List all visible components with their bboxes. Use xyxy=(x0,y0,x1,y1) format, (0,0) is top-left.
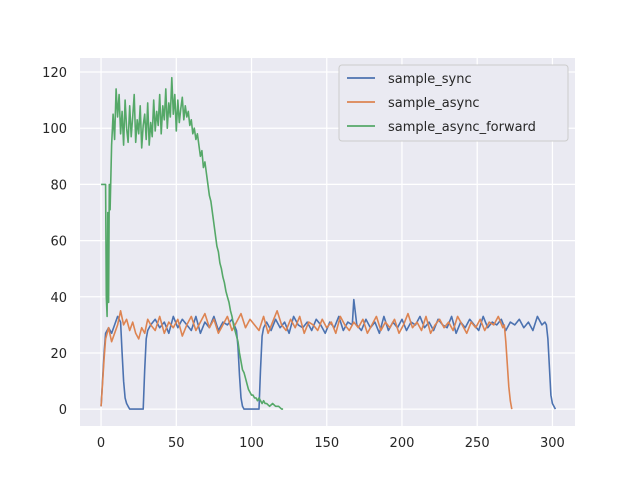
legend-label: sample_async xyxy=(388,96,480,111)
x-tick-label: 100 xyxy=(239,436,264,451)
y-tick-label: 40 xyxy=(50,291,67,306)
x-tick-label: 200 xyxy=(390,436,415,451)
x-tick-label: 300 xyxy=(540,436,565,451)
y-tick-label: 60 xyxy=(50,235,67,250)
series-line-sample-async xyxy=(100,309,513,410)
y-tick-label: 20 xyxy=(50,347,67,362)
legend-box xyxy=(338,64,569,142)
x-tick-label: 250 xyxy=(465,436,490,451)
y-tick-label: 100 xyxy=(42,122,67,137)
series-layer xyxy=(100,76,557,410)
legend: sample_sync sample_async sample_async_forw… xyxy=(338,64,569,142)
y-tick-label: 0 xyxy=(59,403,67,418)
x-tick-label: 0 xyxy=(97,436,105,451)
series-line-sample-async-forward xyxy=(101,76,284,410)
legend-label: sample_sync xyxy=(388,72,472,87)
grid xyxy=(80,58,575,426)
y-tick-label: 80 xyxy=(50,178,67,193)
x-tick-label: 50 xyxy=(168,436,185,451)
x-tick-label: 150 xyxy=(314,436,339,451)
y-tick-label: 120 xyxy=(42,66,67,81)
tick-labels: 0 50 100 150 200 250 300 0 20 40 60 80 100 120 xyxy=(42,66,565,451)
legend-label: sample_async_forward xyxy=(388,120,536,135)
